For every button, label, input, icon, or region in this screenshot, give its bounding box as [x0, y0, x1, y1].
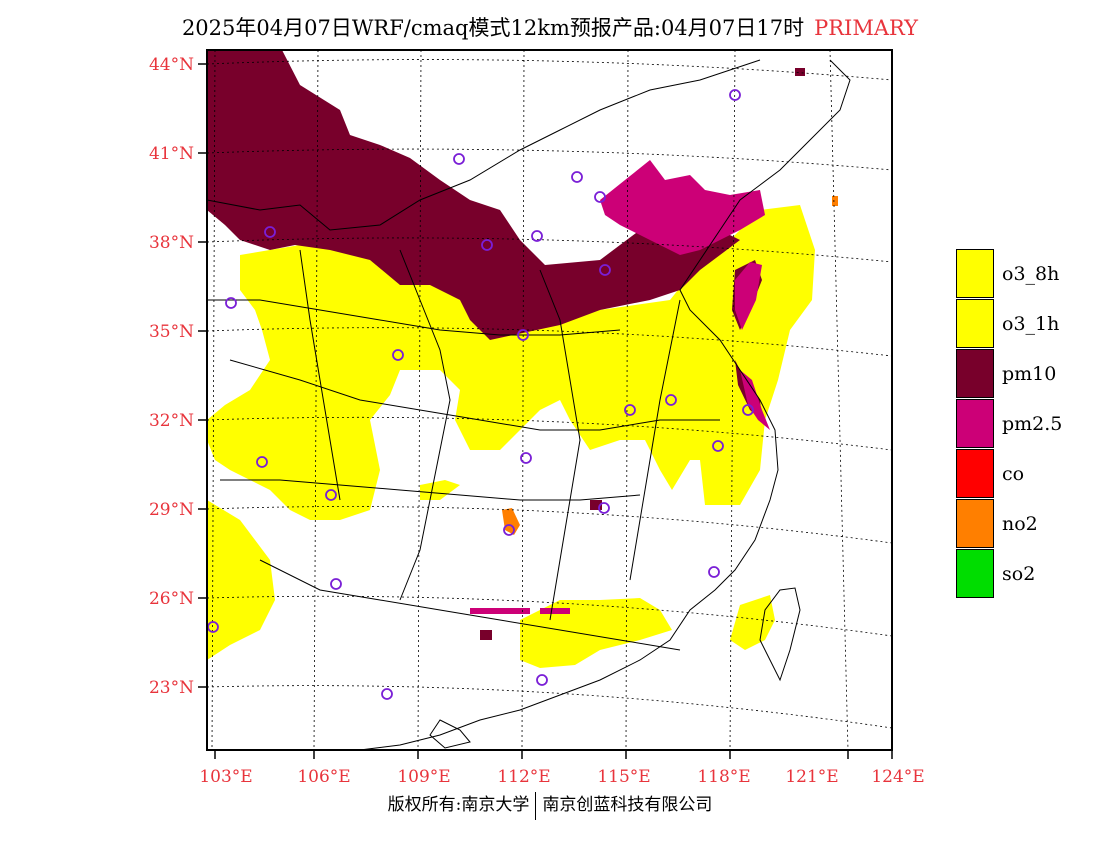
station-marker	[571, 171, 583, 183]
station-marker	[520, 452, 532, 464]
lat-label: 41°N	[149, 144, 194, 164]
longitude-labels: 103°E 106°E 109°E 112°E 115°E 118°E 121°…	[199, 767, 924, 787]
station-marker	[594, 191, 606, 203]
lon-label: 106°E	[297, 767, 350, 787]
copyright-left: 版权所有:南京大学	[387, 795, 530, 815]
lon-label: 124°E	[871, 767, 924, 787]
legend-item: no2	[956, 499, 1086, 549]
legend-item: co	[956, 449, 1086, 499]
copyright-right: 南京创蓝科技有限公司	[542, 795, 713, 815]
pm25-region	[470, 160, 770, 614]
footer-separator	[535, 791, 537, 820]
station-marker	[392, 349, 404, 361]
station-marker	[531, 230, 543, 242]
station-marker	[330, 578, 342, 590]
lat-label: 23°N	[149, 678, 194, 698]
primary-tag: PRIMARY	[814, 16, 919, 40]
lon-label: 118°E	[697, 767, 750, 787]
legend-item: pm2.5	[956, 399, 1086, 449]
legend-swatch	[956, 449, 994, 498]
legend-label: so2	[1002, 563, 1036, 585]
legend-label: pm10	[1002, 363, 1057, 385]
lon-label: 109°E	[397, 767, 450, 787]
station-marker	[453, 153, 465, 165]
lat-label: 35°N	[149, 322, 194, 342]
station-marker	[712, 440, 724, 452]
lon-label: 112°E	[497, 767, 550, 787]
map-title: 2025年04月07日WRF/cmaq模式12km预报产品:04月07日17时 P…	[0, 12, 1100, 42]
legend-item: o3_1h	[956, 299, 1086, 349]
legend-label: pm2.5	[1002, 413, 1063, 435]
legend-item: pm10	[956, 349, 1086, 399]
legend-swatch	[956, 349, 994, 398]
map-frame	[206, 49, 893, 751]
legend-label: no2	[1002, 513, 1038, 535]
legend-swatch	[956, 249, 994, 298]
legend-label: o3_1h	[1002, 313, 1060, 335]
lon-label: 103°E	[199, 767, 252, 787]
station-marker	[708, 566, 720, 578]
lat-label: 38°N	[149, 233, 194, 253]
station-marker	[225, 297, 237, 309]
lon-label: 115°E	[597, 767, 650, 787]
station-marker	[536, 674, 548, 686]
graticule	[207, 50, 892, 750]
station-marker	[598, 502, 610, 514]
legend-swatch	[956, 549, 994, 598]
legend-label: co	[1002, 463, 1025, 485]
axis-ticks	[198, 63, 893, 759]
station-marker	[503, 524, 515, 536]
latitude-labels: 44°N 41°N 38°N 35°N 32°N 29°N 26°N 23°N	[149, 55, 194, 698]
lat-label: 44°N	[149, 55, 194, 75]
o3-region	[207, 205, 815, 668]
legend-swatch	[956, 499, 994, 548]
station-marker	[517, 329, 529, 341]
copyright-footer: 版权所有:南京大学 南京创蓝科技有限公司	[0, 790, 1100, 820]
legend-swatch	[956, 299, 994, 348]
legend-item: so2	[956, 549, 1086, 599]
map-content	[207, 50, 892, 750]
station-marker	[381, 688, 393, 700]
lon-label: 121°E	[785, 767, 838, 787]
lat-label: 26°N	[149, 589, 194, 609]
no2-region	[502, 196, 838, 535]
station-marker	[256, 456, 268, 468]
station-marker	[264, 226, 276, 238]
station-marker	[624, 404, 636, 416]
legend-item: o3_8h	[956, 249, 1086, 299]
station-marker	[599, 264, 611, 276]
station-marker	[325, 489, 337, 501]
legend-swatch	[956, 399, 994, 448]
boundaries	[207, 59, 851, 750]
legend-label: o3_8h	[1002, 263, 1060, 285]
lat-label: 29°N	[149, 500, 194, 520]
title-text: 2025年04月07日WRF/cmaq模式12km预报产品:04月07日17时	[181, 16, 805, 40]
station-marker	[481, 239, 493, 251]
pollutant-legend: o3_8h o3_1h pm10 pm2.5 co no2 so2	[956, 249, 1086, 599]
station-marker	[742, 404, 754, 416]
station-markers	[207, 89, 754, 700]
station-marker	[729, 89, 741, 101]
station-marker	[665, 394, 677, 406]
lat-label: 32°N	[149, 411, 194, 431]
